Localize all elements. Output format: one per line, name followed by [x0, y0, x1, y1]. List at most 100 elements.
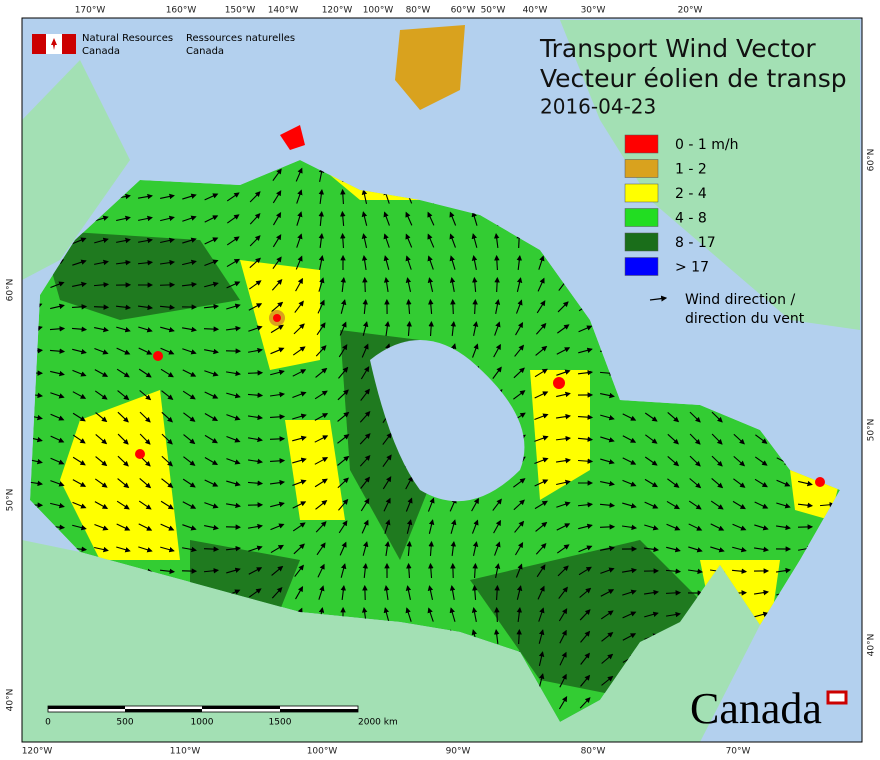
wind-arrow [339, 541, 347, 556]
wind-arrow [340, 584, 347, 601]
wind-arrow [340, 299, 347, 314]
wind-arrow [427, 585, 434, 600]
wind-arrow [160, 368, 174, 378]
wind-arrow [94, 523, 109, 531]
wind-arrow [72, 391, 87, 399]
wind-arrow [494, 541, 501, 556]
wind-arrow [666, 523, 681, 531]
wind-arrow [72, 412, 86, 422]
title: Transport Wind Vector [539, 34, 816, 63]
wind-arrow [94, 390, 108, 400]
wind-arrow [558, 608, 568, 622]
wind-arrow [494, 299, 501, 314]
wind-arrow [428, 540, 434, 557]
graticule-label: 90°W [446, 747, 471, 757]
wind-arrow [471, 233, 478, 248]
wind-arrow [471, 211, 478, 226]
wind-arrow [72, 501, 87, 509]
calm-spot [553, 377, 565, 389]
wind-arrow [314, 457, 329, 465]
wind-arrow [622, 413, 637, 421]
wind-arrow [534, 500, 548, 510]
legend-label: direction du vent [685, 311, 805, 327]
wind-arrow [337, 455, 350, 466]
wind-arrow [731, 568, 748, 574]
wind-arrow [94, 478, 108, 488]
graticule-label: 70°W [726, 747, 751, 757]
wind-arrow [428, 562, 434, 579]
wind-arrow [449, 277, 456, 292]
wind-arrow [492, 366, 502, 379]
wind-arrow [643, 546, 660, 553]
wind-arrow [269, 391, 286, 398]
wind-arrow [798, 480, 813, 487]
wind-arrow [117, 455, 129, 467]
wind-arrow [361, 343, 369, 358]
wind-arrow [667, 412, 680, 423]
wind-arrow [272, 234, 282, 248]
wind-arrow [203, 303, 220, 310]
wind-arrow [116, 215, 131, 222]
graticule-label: 120°W [322, 6, 353, 16]
wind-arrow [579, 587, 592, 598]
wind-arrow [710, 546, 725, 553]
wind-arrow [247, 370, 264, 376]
wind-arrow [249, 191, 261, 203]
wind-arrow [535, 345, 548, 356]
wind-arrow [203, 567, 220, 574]
wind-arrow [50, 480, 65, 487]
wind-arrow [292, 346, 306, 356]
wind-arrow [159, 304, 176, 311]
wind-arrow [94, 348, 109, 355]
wind-arrow [471, 255, 478, 270]
wind-arrow [688, 523, 703, 531]
wind-arrow [138, 347, 153, 355]
wind-arrow [317, 563, 325, 578]
wind-arrow [292, 501, 307, 509]
wind-arrow [577, 414, 594, 420]
legend-swatch [624, 183, 659, 203]
wind-arrow [49, 348, 66, 354]
wind-arrow [819, 502, 836, 508]
wind-arrow [516, 585, 523, 600]
wind-arrow [72, 369, 87, 377]
graticule-label: 80°W [406, 6, 431, 16]
wind-arrow [203, 546, 220, 552]
wind-arrow [248, 588, 262, 598]
wind-arrow [538, 255, 545, 270]
wind-arrow [72, 237, 87, 245]
wind-arrow [204, 479, 219, 487]
wind-arrow [427, 497, 435, 512]
wind-arrow [754, 501, 769, 509]
wind-arrow [472, 298, 478, 315]
wind-arrow [316, 322, 326, 336]
wind-arrow [314, 390, 328, 400]
wind-arrow [538, 651, 545, 666]
wind-arrow [225, 545, 242, 552]
wind-arrow [513, 478, 526, 488]
wind-arrow [405, 497, 413, 512]
wordmark-flag [826, 690, 848, 705]
wind-arrow [536, 564, 546, 578]
wind-arrow [204, 413, 219, 422]
graticule-label: 30°W [581, 6, 606, 16]
wind-arrow [513, 499, 525, 511]
wind-arrow [753, 546, 770, 553]
wind-arrow [139, 478, 152, 489]
wind-arrow [559, 629, 567, 644]
wind-arrow [272, 168, 282, 181]
wind-arrow [538, 629, 545, 644]
wind-arrow [182, 546, 197, 553]
wind-arrow [493, 628, 500, 645]
wind-arrow [494, 276, 500, 293]
wind-arrow [667, 455, 680, 467]
wind-arrow [204, 237, 219, 245]
wind-arrow [622, 567, 637, 574]
wind-arrow [182, 524, 197, 531]
legend: 0 - 1 m/h 1 - 2 2 - 4 4 - 8 8 - 17 > 17 [624, 134, 738, 276]
calm-spot [273, 314, 281, 322]
wind-arrow [337, 389, 349, 401]
wind-arrow [383, 211, 390, 226]
wind-arrow [557, 324, 570, 334]
graticule-label: 100°W [307, 747, 338, 757]
